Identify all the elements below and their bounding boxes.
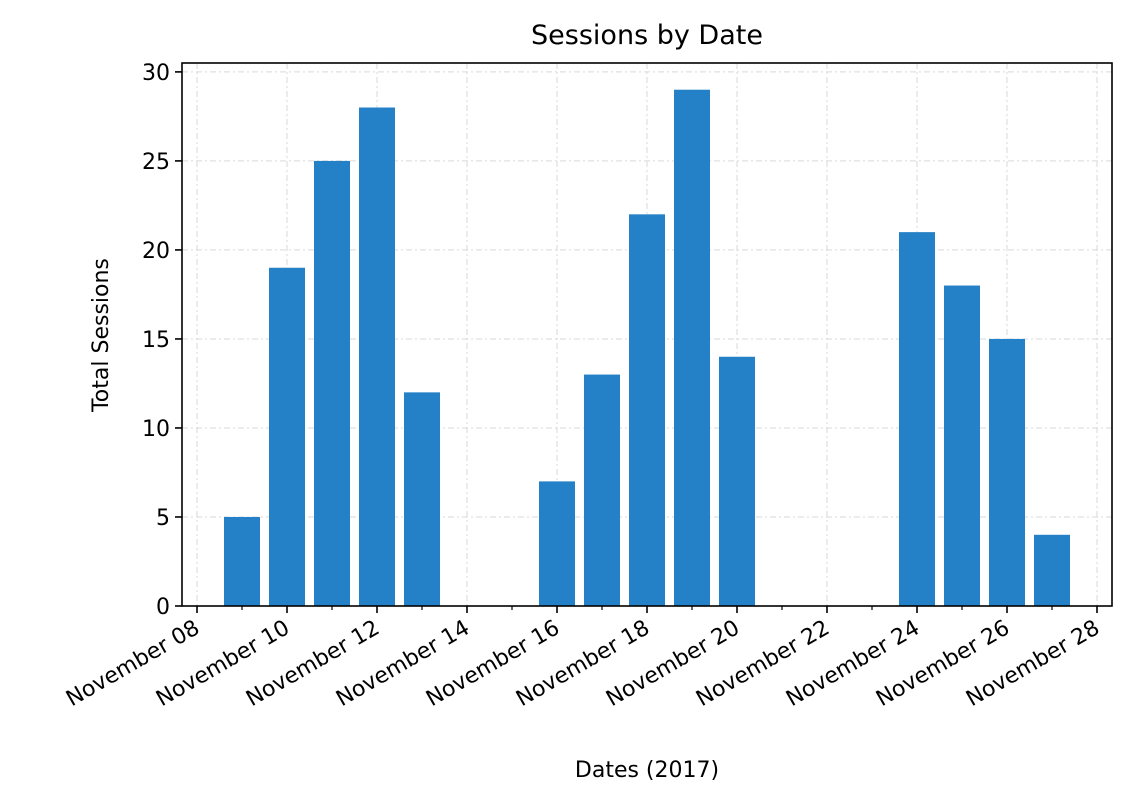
bar bbox=[269, 267, 305, 606]
y-axis: 0 5 10 15 20 25 30 bbox=[142, 61, 182, 620]
y-tick-label: 0 bbox=[156, 595, 170, 620]
chart-title: Sessions by Date bbox=[531, 20, 763, 51]
bar bbox=[359, 107, 395, 607]
bar bbox=[224, 516, 260, 606]
bar bbox=[539, 481, 575, 606]
plot-frame bbox=[181, 62, 1113, 607]
y-tick-label: 30 bbox=[142, 61, 170, 86]
bar bbox=[629, 214, 665, 606]
y-tick-label: 5 bbox=[156, 506, 170, 531]
bar bbox=[584, 374, 620, 606]
y-tick-label: 15 bbox=[142, 328, 170, 353]
y-tick-label: 10 bbox=[142, 417, 170, 442]
y-tick-label: 25 bbox=[142, 150, 170, 175]
bar bbox=[944, 285, 980, 606]
bar bbox=[404, 392, 440, 606]
bar bbox=[899, 232, 935, 606]
bar bbox=[674, 89, 710, 607]
bar bbox=[314, 160, 350, 606]
bar bbox=[1034, 534, 1070, 606]
bar bbox=[989, 338, 1025, 606]
bars bbox=[224, 89, 1070, 607]
y-axis-label: Total Sessions bbox=[89, 258, 114, 413]
x-axis-label: Dates (2017) bbox=[575, 758, 719, 783]
bar bbox=[719, 356, 755, 606]
y-tick-label: 20 bbox=[142, 239, 170, 264]
